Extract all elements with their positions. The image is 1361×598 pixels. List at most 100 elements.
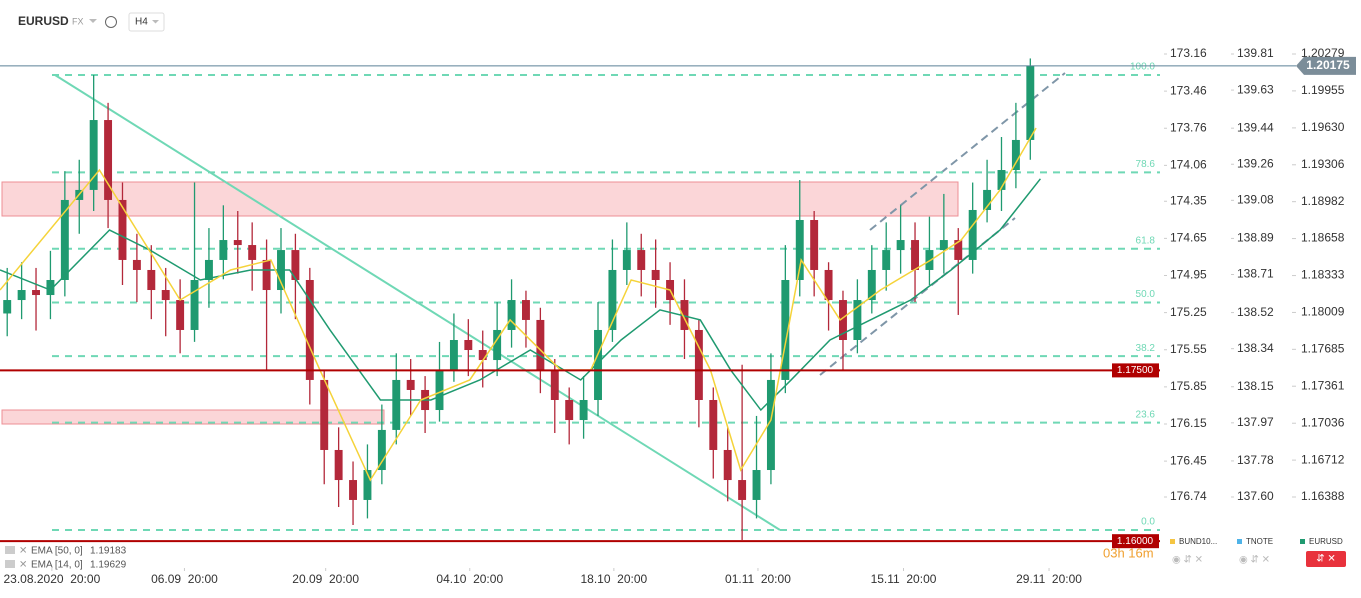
legend-value: 1.19629 — [90, 560, 127, 571]
candle-body — [536, 319, 545, 370]
level-label: 1.17500 — [1117, 365, 1154, 376]
axis-tick-label: 176.74 — [1170, 489, 1207, 503]
x-tick-label: 20.09 20:00 — [292, 572, 359, 586]
candle-body — [291, 250, 300, 280]
axis-tick-label: 139.81 — [1237, 46, 1274, 60]
axis-tick-label: 175.85 — [1170, 379, 1207, 393]
axis-legend-name: TNOTE — [1246, 537, 1273, 546]
axis-tick-label: 139.63 — [1237, 82, 1274, 96]
candle-body — [17, 290, 26, 301]
candle-body — [709, 399, 718, 450]
interval-box[interactable] — [128, 12, 165, 32]
level-label: 1.16000 — [1117, 536, 1154, 547]
plot-area — [0, 58, 1160, 541]
candle-body — [161, 290, 170, 301]
current-price-label: 1.20175 — [1306, 58, 1350, 72]
candle-body — [839, 300, 847, 340]
candle-body — [766, 379, 775, 471]
candle-body — [493, 329, 502, 361]
candle-body — [32, 290, 40, 296]
candle-body — [694, 329, 703, 400]
dropdown-caret[interactable] — [89, 19, 97, 23]
candle-body — [46, 279, 55, 296]
axis-tick-label: 176.15 — [1170, 416, 1207, 430]
axis-tick-label: 174.65 — [1170, 231, 1207, 245]
candle-body — [651, 269, 660, 280]
candle-body — [176, 300, 185, 330]
fib-label: 100.0 — [1130, 62, 1155, 73]
fib-label: 38.2 — [1136, 343, 1156, 354]
y-tick-label: 1.18982 — [1301, 194, 1345, 208]
axis-tick-label: 173.16 — [1170, 46, 1207, 60]
axis-tick-label: 138.89 — [1237, 231, 1274, 245]
candle-body — [449, 339, 458, 370]
x-tick-label: 23.08.2020 20:00 — [3, 572, 100, 586]
candle-body — [104, 120, 113, 200]
candle-body — [478, 350, 487, 361]
symbol[interactable]: EURUSD — [18, 14, 69, 28]
y-tick-label: 1.16712 — [1301, 452, 1345, 466]
y-tick-label: 1.19630 — [1301, 120, 1345, 134]
candle-body — [781, 279, 790, 380]
candle-body — [522, 300, 530, 320]
y-tick-label: 1.17036 — [1301, 415, 1345, 429]
candle-body — [983, 189, 992, 210]
axis-legend-controls[interactable]: ◉ ⇵ ✕ — [1172, 555, 1203, 566]
axis-legend-swatch — [1300, 539, 1305, 544]
legend-close[interactable]: ✕ — [19, 560, 27, 571]
candle-body — [3, 300, 12, 314]
fib-label: 50.0 — [1136, 289, 1156, 300]
level-tag — [1112, 534, 1159, 549]
candle-body — [305, 279, 314, 380]
axis-legend-swatch — [1170, 539, 1175, 544]
candle-body — [752, 470, 761, 500]
info-icon[interactable] — [105, 16, 117, 28]
candle-body — [579, 399, 588, 421]
axis-legend-swatch — [1237, 539, 1242, 544]
axis-tick-label: 137.78 — [1237, 453, 1274, 467]
axis-tick-label: 139.44 — [1237, 120, 1274, 134]
legend-icon[interactable] — [5, 560, 15, 568]
candle-body — [622, 250, 631, 270]
candle-body — [1026, 65, 1035, 140]
candle-body — [248, 245, 257, 260]
candle-body — [204, 259, 213, 280]
level-tag — [1112, 363, 1159, 378]
support-zone — [1, 409, 385, 425]
axis-legend-controls[interactable]: ◉ ⇵ ✕ — [1239, 555, 1270, 566]
market: FX — [72, 16, 84, 26]
fib-label: 23.6 — [1136, 409, 1156, 420]
legend-close[interactable]: ✕ — [19, 546, 27, 557]
resistance-zone — [1, 181, 959, 217]
candle-body — [507, 300, 516, 330]
y-tick-label: 1.20279 — [1301, 46, 1345, 60]
legend-name: EMA [14, 0] — [31, 560, 83, 571]
axis-tick-label: 173.46 — [1170, 83, 1207, 97]
settings-icon[interactable]: ⇵ ✕ — [1316, 554, 1336, 565]
axis-tick-label: 174.06 — [1170, 158, 1207, 172]
candle-body — [738, 480, 747, 500]
candle-body — [968, 209, 977, 260]
candle-body — [60, 199, 69, 280]
interval-caret[interactable] — [152, 20, 159, 24]
x-tick-label: 18.10 20:00 — [580, 572, 647, 586]
candle-body — [132, 259, 141, 270]
ema-line — [0, 178, 1041, 412]
legend-icon[interactable] — [5, 546, 15, 554]
axis-tick-label: 138.52 — [1237, 305, 1274, 319]
fib-label: 0.0 — [1141, 517, 1155, 528]
settings-button[interactable] — [1306, 551, 1346, 567]
y-tick-label: 1.18333 — [1301, 268, 1345, 282]
candle-body — [89, 120, 98, 190]
candle-body — [550, 369, 559, 400]
candle-body — [680, 300, 689, 330]
axis-tick-label: 173.76 — [1170, 120, 1207, 134]
candle-body — [320, 379, 329, 450]
interval[interactable]: H4 — [135, 17, 148, 28]
y-tick-label: 1.19306 — [1301, 157, 1345, 171]
current-price-tag — [1296, 56, 1356, 75]
axis-tick-label: 175.55 — [1170, 342, 1207, 356]
candle-body — [363, 470, 372, 500]
